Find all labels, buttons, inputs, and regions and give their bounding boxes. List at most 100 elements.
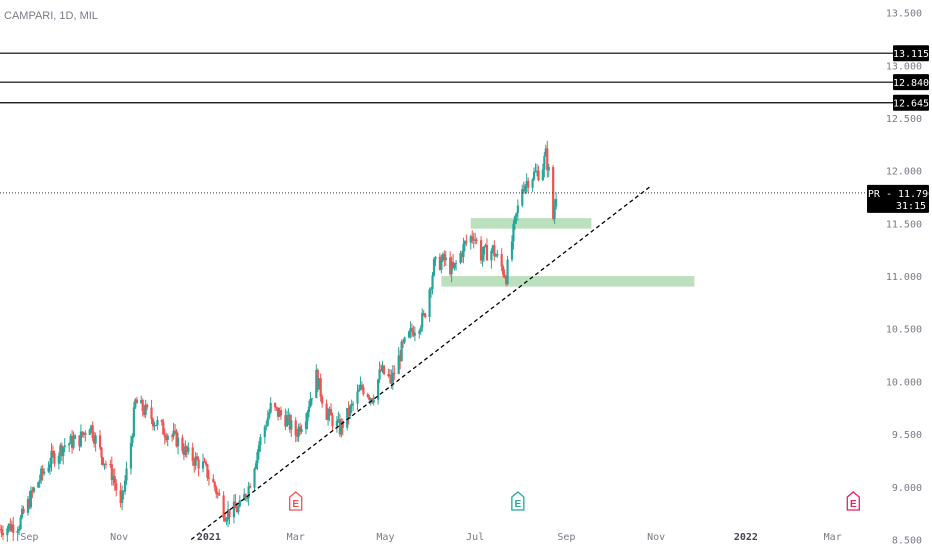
- time-tick-label: Sep: [557, 532, 575, 543]
- support-zone[interactable]: [441, 276, 695, 287]
- candle-body: [246, 497, 249, 499]
- candle-body: [407, 331, 411, 338]
- candle-body: [12, 524, 15, 533]
- candle-body: [191, 447, 194, 462]
- support-zone[interactable]: [470, 218, 592, 229]
- countdown-text: 31:15: [896, 201, 926, 212]
- candle-body: [510, 241, 514, 260]
- candle-body: [78, 435, 81, 447]
- candlestick-series: [0, 140, 558, 542]
- candle-body: [193, 461, 196, 466]
- candle-body: [98, 435, 102, 448]
- earnings-label: E: [515, 499, 522, 510]
- horizontal-levels[interactable]: [0, 52, 893, 194]
- price-tick-label: 12.000: [886, 167, 922, 178]
- candle-body: [534, 171, 537, 173]
- candle-body: [182, 451, 185, 455]
- time-tick-label: Nov: [110, 532, 128, 543]
- candle-body: [184, 446, 187, 455]
- earnings-marker[interactable]: E: [289, 491, 303, 511]
- candle-body: [546, 148, 549, 171]
- candle-body: [553, 206, 556, 219]
- time-tick-label: 2021: [197, 532, 221, 543]
- candle-body: [146, 404, 149, 408]
- candle-body: [43, 471, 46, 474]
- candle-body: [532, 171, 536, 180]
- candle-body: [276, 407, 280, 417]
- candle-body: [469, 236, 472, 243]
- candle-body: [131, 436, 134, 443]
- candle-body: [391, 372, 394, 384]
- price-tick-label: 8.500: [892, 535, 922, 546]
- candle-body: [482, 246, 486, 255]
- candle-body: [472, 239, 475, 241]
- trendline[interactable]: [190, 185, 651, 540]
- candle-body: [122, 490, 125, 492]
- candle-body: [18, 528, 21, 531]
- candle-body: [356, 391, 359, 404]
- candle-body: [341, 421, 344, 428]
- candle-body: [275, 407, 278, 409]
- candle-body: [265, 425, 268, 427]
- price-tick-label: 10.000: [886, 377, 922, 388]
- candle-body: [378, 369, 381, 380]
- candle-body: [316, 369, 319, 390]
- candle-body: [424, 313, 427, 318]
- candle-body: [369, 398, 372, 400]
- candle-body: [484, 245, 487, 247]
- candle-body: [53, 453, 56, 464]
- time-tick-label: Sep: [20, 532, 38, 543]
- candle-body: [421, 312, 424, 328]
- candle-body: [243, 494, 246, 501]
- candle-body: [357, 389, 361, 392]
- candle-body: [90, 425, 93, 430]
- earnings-label: E: [292, 499, 299, 510]
- earnings-marker[interactable]: E: [846, 491, 860, 511]
- candle-body: [232, 501, 236, 518]
- time-tick-label: Mar: [287, 532, 305, 543]
- candle-body: [238, 500, 241, 507]
- candle-body: [338, 419, 341, 435]
- candle-body: [547, 166, 550, 171]
- candle-body: [88, 429, 91, 435]
- candle-body: [140, 400, 143, 404]
- candle-body: [531, 179, 534, 188]
- time-axis[interactable]: Sep Nov 2021 Mar May Jul Sep Nov 2022 Mar: [20, 532, 841, 543]
- candle-body: [359, 384, 362, 390]
- candle-body: [123, 480, 127, 492]
- price-tick-label: 11.000: [886, 272, 922, 283]
- candle-body: [543, 156, 546, 170]
- candle-body: [185, 446, 188, 452]
- candle-body: [247, 486, 250, 498]
- candle-body: [399, 355, 402, 362]
- candle-body: [441, 253, 444, 261]
- candle-body: [207, 477, 211, 479]
- earnings-marker[interactable]: E: [511, 491, 525, 511]
- candle-body: [521, 189, 524, 206]
- candle-body: [150, 407, 153, 420]
- earnings-label: E: [850, 499, 857, 510]
- candle-body: [213, 482, 216, 488]
- price-axis[interactable]: 13.500 13.000 12.500 12.000 11.500 11.000 10.5…: [886, 9, 922, 547]
- trendline-dashed[interactable]: [190, 185, 651, 540]
- candle-body: [249, 486, 252, 488]
- candle-body: [196, 456, 199, 460]
- candle-body: [16, 530, 19, 533]
- candle-body: [504, 277, 508, 285]
- candle-body: [552, 166, 555, 219]
- candle-body: [403, 337, 406, 343]
- candle-body: [163, 434, 166, 438]
- candle-body: [50, 450, 53, 465]
- candle-body: [165, 437, 168, 440]
- candle-body: [10, 524, 13, 531]
- candle-body: [513, 216, 517, 224]
- candle-body: [402, 341, 405, 343]
- candle-body: [284, 415, 287, 427]
- candle-body: [428, 289, 431, 318]
- candle-body: [104, 463, 108, 465]
- candle-body: [460, 253, 464, 258]
- candle-body: [346, 408, 349, 428]
